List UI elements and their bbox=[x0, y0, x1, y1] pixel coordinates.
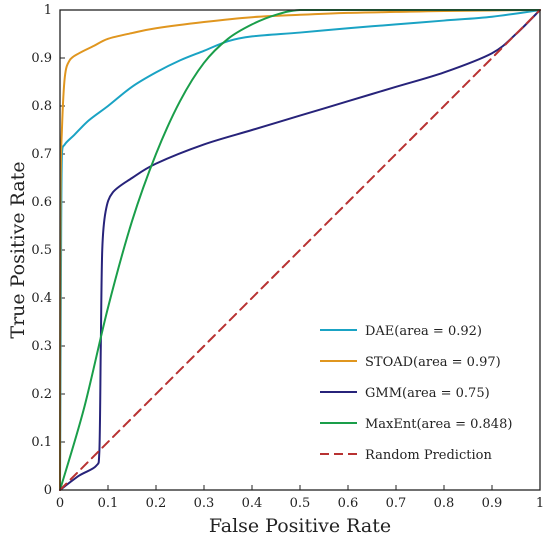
x-tick-label: 0.7 bbox=[386, 496, 407, 511]
y-tick-label: 0.7 bbox=[31, 147, 52, 162]
legend-label-maxent: MaxEnt(area = 0.848) bbox=[365, 417, 512, 432]
y-tick-label: 0.3 bbox=[31, 339, 52, 354]
x-tick-label: 0.5 bbox=[290, 496, 311, 511]
x-tick-label: 0.9 bbox=[482, 496, 503, 511]
x-tick-label: 0.1 bbox=[98, 496, 119, 511]
legend-label-gmm: GMM(area = 0.75) bbox=[365, 386, 490, 401]
legend-label-random-prediction: Random Prediction bbox=[365, 448, 492, 463]
series-line-random-prediction bbox=[59, 9, 541, 491]
tick-labels: 0 0.1 0.2 0.3 0.4 0.5 0.6 0.7 0.8 0.9 1 0 0.1 0.2 0.3 0… bbox=[31, 3, 544, 511]
y-tick-label: 0.4 bbox=[31, 291, 52, 306]
plot-frame bbox=[59, 9, 541, 491]
y-tick-label: 0 bbox=[44, 483, 52, 498]
legend-label-stoad: STOAD(area = 0.97) bbox=[365, 355, 501, 370]
x-tick-label: 0 bbox=[56, 496, 64, 511]
y-tick-label: 0.9 bbox=[31, 51, 52, 66]
y-tick-label: 0.8 bbox=[31, 99, 52, 114]
y-tick-label: 0.2 bbox=[31, 387, 52, 402]
x-tick-label: 0.4 bbox=[242, 496, 263, 511]
roc-curves bbox=[59, 8, 541, 491]
legend-label-dae: DAE(area = 0.92) bbox=[365, 324, 482, 339]
y-tick-label: 0.5 bbox=[31, 243, 52, 258]
x-tick-label: 1 bbox=[536, 496, 544, 511]
x-tick-label: 0.3 bbox=[194, 496, 215, 511]
y-tick-label: 1 bbox=[44, 3, 52, 18]
x-tick-label: 0.8 bbox=[434, 496, 455, 511]
series-line-stoad bbox=[59, 9, 541, 491]
legend: DAE(area = 0.92) STOAD(area = 0.97) GMM(ar… bbox=[320, 324, 512, 463]
y-axis-title: True Positive Rate bbox=[7, 161, 29, 338]
y-tick-label: 0.1 bbox=[31, 435, 52, 450]
y-tick-label: 0.6 bbox=[31, 195, 52, 210]
x-tick-label: 0.6 bbox=[338, 496, 359, 511]
x-tick-label: 0.2 bbox=[146, 496, 167, 511]
x-axis-title: False Positive Rate bbox=[209, 515, 391, 537]
